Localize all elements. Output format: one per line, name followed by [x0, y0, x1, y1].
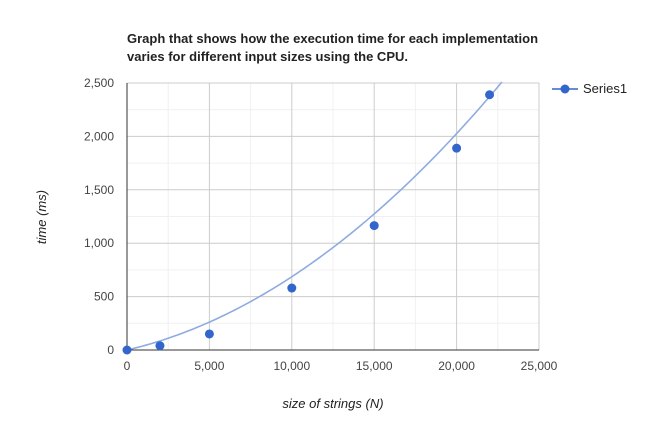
legend-marker [560, 84, 570, 94]
y-axis-label: time (ms) [34, 190, 49, 244]
y-tick-label: 2,500 [84, 76, 114, 90]
x-tick-label: 15,000 [356, 359, 393, 373]
y-tick-label: 1,000 [84, 236, 114, 250]
data-points-layer [122, 90, 495, 355]
axis-layer: 0 5,000 10,000 15,000 20,000 25,000 0 500 1,000 1… [84, 76, 558, 373]
y-tick-label: 2,000 [84, 129, 114, 143]
legend-label: Series1 [583, 81, 627, 96]
data-point[interactable] [369, 221, 379, 231]
data-point[interactable] [452, 143, 462, 153]
data-point[interactable] [204, 329, 214, 339]
grid-layer [127, 82, 540, 350]
data-point[interactable] [287, 283, 297, 293]
x-tick-label: 0 [124, 359, 131, 373]
data-point[interactable] [122, 345, 132, 355]
y-tick-label: 0 [107, 343, 114, 357]
x-tick-label: 25,000 [521, 359, 558, 373]
chart-title-line-1: Graph that shows how the execution time … [127, 31, 538, 46]
x-axis-label: size of strings (N) [282, 396, 383, 411]
chart-title-line-2: varies for different input sizes using t… [127, 49, 408, 64]
trendline [126, 81, 503, 351]
x-tick-label: 5,000 [194, 359, 224, 373]
y-tick-label: 500 [94, 290, 114, 304]
y-tick-label: 1,500 [84, 183, 114, 197]
x-tick-label: 10,000 [273, 359, 310, 373]
trendline-layer [126, 81, 503, 351]
data-point[interactable] [155, 341, 165, 351]
legend: Series1 [552, 81, 627, 96]
x-tick-label: 20,000 [438, 359, 475, 373]
data-point[interactable] [485, 90, 495, 100]
